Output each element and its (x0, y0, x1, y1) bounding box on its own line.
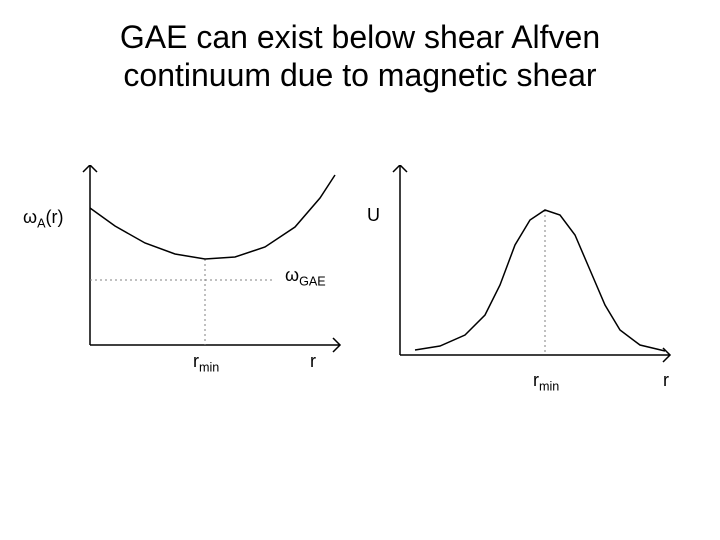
left-plot: ωA(r) ωGAE rmin r (75, 165, 350, 365)
right-plot: U rmin r (385, 165, 685, 395)
left-y-axis-label: ωA(r) (23, 207, 63, 231)
slide-title: GAE can exist below shear Alfven continu… (52, 18, 668, 95)
left-r-label: r (310, 351, 316, 372)
right-u-label: U (367, 205, 380, 226)
omega-gae-label: ωGAE (285, 265, 326, 289)
right-rmin-label: rmin (533, 370, 559, 394)
left-rmin-label: rmin (193, 351, 219, 375)
right-r-label: r (663, 370, 669, 391)
right-plot-svg (385, 165, 685, 395)
slide: GAE can exist below shear Alfven continu… (0, 0, 720, 540)
